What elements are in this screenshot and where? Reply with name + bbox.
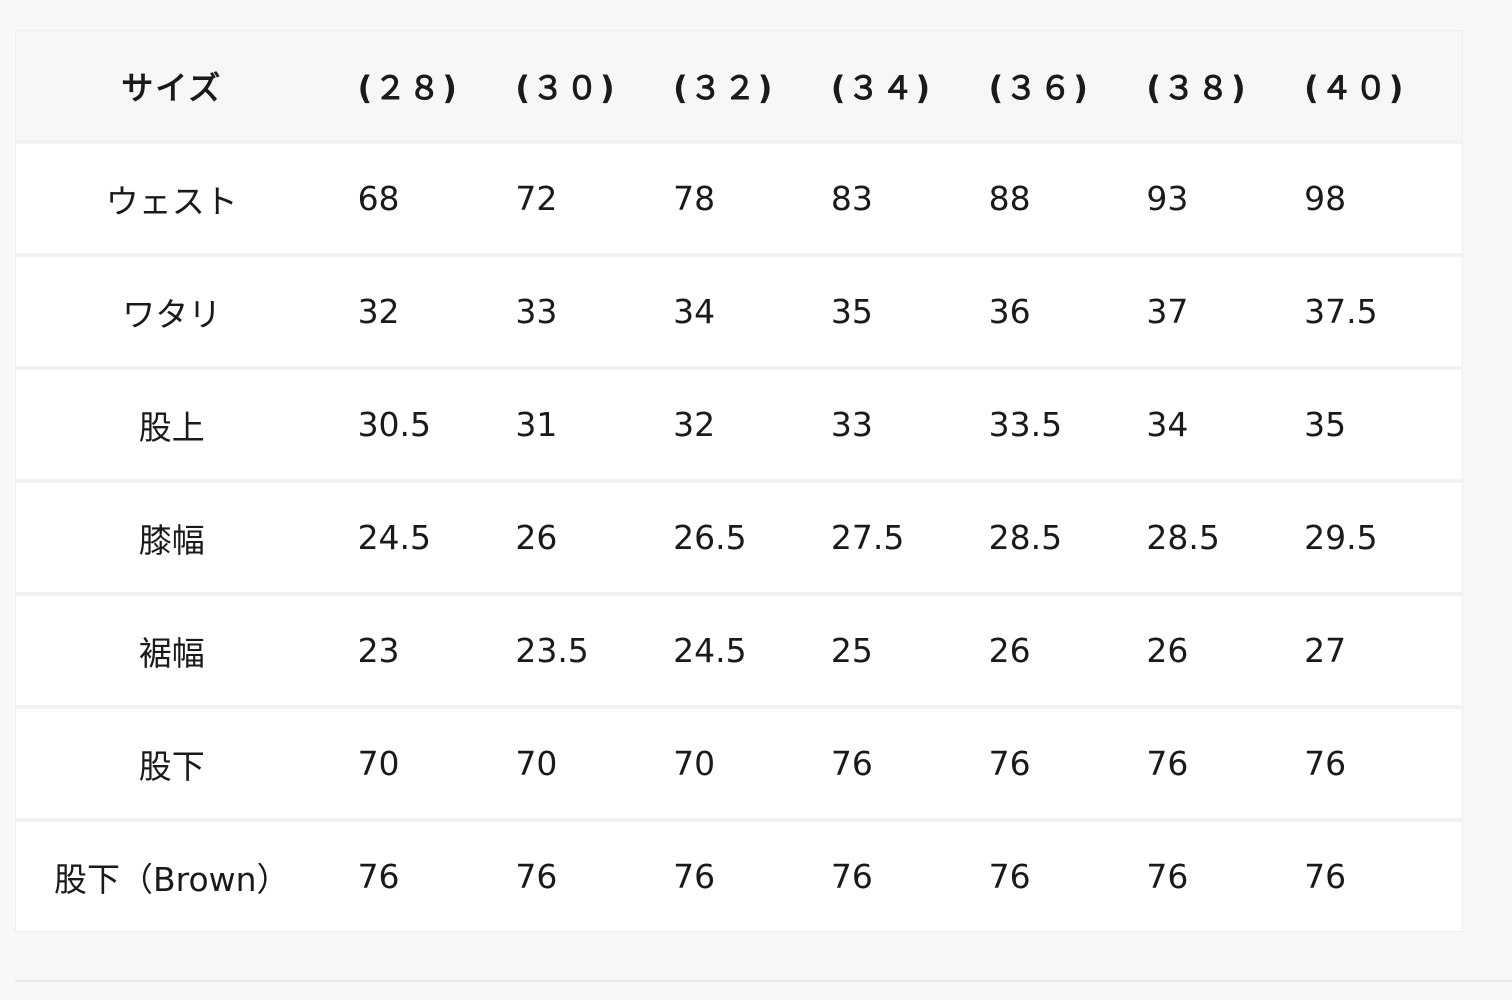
row-label: 股下（Brown） [16,822,358,931]
table-cell: 76 [988,822,1147,931]
table-cell: 76 [1304,709,1462,818]
table-cell: 33 [830,370,989,479]
table-cell: 34 [1146,370,1305,479]
header-size-column: (３８) [1146,31,1305,140]
table-cell: 70 [357,709,516,818]
table-cell: 26 [1146,596,1305,705]
table-cell: 78 [673,144,831,253]
table-cell: 27 [1304,596,1462,705]
size-table: サイズ (２８) (３０) (３２) (３４) (３６) (３８) (４０) ウェスト 68 72… [16,27,1462,935]
table-cell: 76 [1146,709,1305,818]
table-row: 股上 30.5 31 32 33 33.5 34 35 [16,370,1462,479]
table-cell: 70 [515,709,674,818]
table-cell: 24.5 [673,596,831,705]
header-size-column: (３０) [515,31,674,140]
table-cell: 28.5 [1146,483,1305,592]
row-label: ウェスト [16,144,358,253]
table-cell: 35 [1304,370,1462,479]
table-cell: 29.5 [1304,483,1462,592]
table-cell: 76 [673,822,831,931]
divider [15,980,1512,982]
table-cell: 34 [673,257,831,366]
table-cell: 76 [830,709,989,818]
header-size-column: (２８) [357,31,516,140]
table-cell: 24.5 [357,483,516,592]
table-cell: 35 [830,257,989,366]
header-size-label: サイズ [16,31,358,140]
header-size-column: (３２) [673,31,831,140]
table-row: 膝幅 24.5 26 26.5 27.5 28.5 28.5 29.5 [16,483,1462,592]
table-cell: 70 [673,709,831,818]
row-label: 股上 [16,370,358,479]
table-cell: 68 [357,144,516,253]
table-cell: 37 [1146,257,1305,366]
table-cell: 26.5 [673,483,831,592]
table-cell: 98 [1304,144,1462,253]
table-cell: 28.5 [988,483,1147,592]
header-size-column: (４０) [1304,31,1462,140]
table-cell: 27.5 [830,483,989,592]
table-cell: 72 [515,144,674,253]
table-cell: 36 [988,257,1147,366]
table-cell: 31 [515,370,674,479]
table-cell: 76 [988,709,1147,818]
row-label: ワタリ [16,257,358,366]
table-cell: 76 [357,822,516,931]
table-row: 股下 70 70 70 76 76 76 76 [16,709,1462,818]
table-cell: 26 [988,596,1147,705]
table-cell: 37.5 [1304,257,1462,366]
table-row: ウェスト 68 72 78 83 88 93 98 [16,144,1462,253]
table-row: ワタリ 32 33 34 35 36 37 37.5 [16,257,1462,366]
table-cell: 32 [357,257,516,366]
table-cell: 25 [830,596,989,705]
table-cell: 88 [988,144,1147,253]
table-cell: 23.5 [515,596,674,705]
table-cell: 76 [1304,822,1462,931]
table-cell: 83 [830,144,989,253]
table-cell: 23 [357,596,516,705]
header-size-column: (３６) [988,31,1147,140]
row-label: 裾幅 [16,596,358,705]
table-cell: 93 [1146,144,1305,253]
table-cell: 26 [515,483,674,592]
table-cell: 33 [515,257,674,366]
size-table-container: サイズ (２８) (３０) (３２) (３４) (３６) (３８) (４０) ウェスト 68 72… [15,30,1463,932]
table-row: 股下（Brown） 76 76 76 76 76 76 76 [16,822,1462,931]
table-cell: 76 [515,822,674,931]
table-cell: 76 [830,822,989,931]
table-cell: 33.5 [988,370,1147,479]
row-label: 膝幅 [16,483,358,592]
row-label: 股下 [16,709,358,818]
table-cell: 30.5 [357,370,516,479]
table-cell: 76 [1146,822,1305,931]
header-size-column: (３４) [830,31,989,140]
table-header-row: サイズ (２８) (３０) (３２) (３４) (３６) (３８) (４０) [16,31,1462,140]
table-row: 裾幅 23 23.5 24.5 25 26 26 27 [16,596,1462,705]
table-cell: 32 [673,370,831,479]
